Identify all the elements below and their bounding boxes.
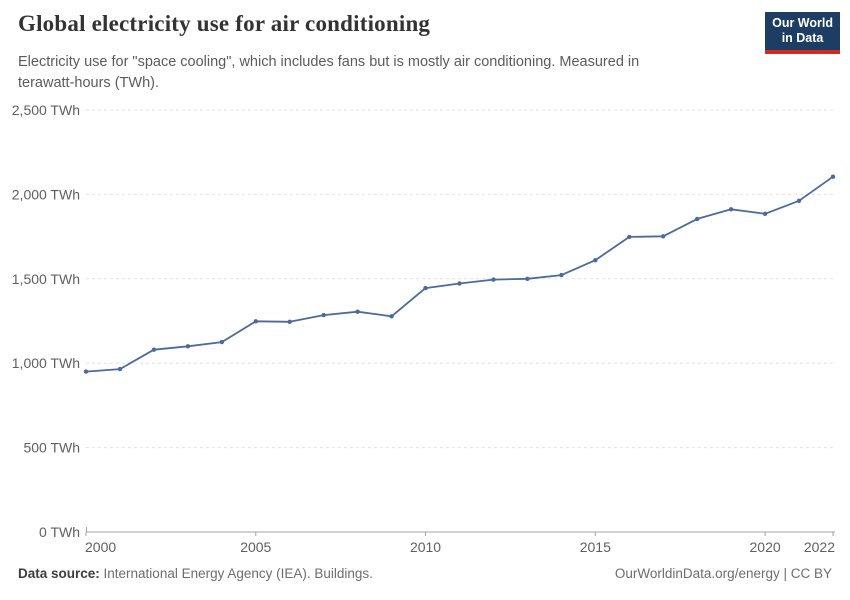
data-point[interactable] — [117, 366, 123, 372]
data-point[interactable] — [728, 207, 734, 212]
data-point[interactable] — [661, 234, 666, 239]
y-tick-label: 0 TWh — [39, 524, 80, 540]
page-title: Global electricity use for air condition… — [18, 11, 431, 36]
data-point[interactable] — [627, 234, 632, 240]
data-point[interactable] — [695, 216, 700, 222]
x-tick-label: 2015 — [580, 539, 611, 555]
data-point[interactable] — [151, 347, 157, 352]
data-source-line: Data source: International Energy Agency… — [18, 566, 373, 581]
x-tick-label: 2005 — [240, 539, 271, 555]
chart-canvas[interactable]: 0 TWh 500 TWh 1,000 TWh 1,500 TWh 2,000 TWh 2… — [0, 100, 850, 560]
data-point[interactable] — [762, 211, 768, 216]
data-point[interactable] — [389, 314, 394, 319]
subtitle-line-2: terawatt-hours (TWh). — [18, 75, 159, 91]
data-point[interactable] — [185, 344, 191, 349]
attribution-separator: | — [779, 566, 791, 581]
owid-url-link[interactable]: OurWorldinData.org/energy — [614, 566, 780, 581]
data-point[interactable] — [287, 319, 292, 324]
data-point[interactable] — [525, 276, 530, 281]
chart-subtitle: Electricity use for "space cooling", whi… — [18, 52, 718, 94]
owid-logo-line1: Our World — [772, 16, 833, 30]
x-tick-label: 2022 — [804, 539, 835, 555]
data-point[interactable] — [253, 319, 258, 324]
data-point[interactable] — [559, 272, 564, 278]
data-point[interactable] — [457, 281, 462, 286]
line-chart: 0 TWh 500 TWh 1,000 TWh 1,500 TWh 2,000 TWh 2… — [0, 100, 850, 560]
data-point[interactable] — [796, 198, 802, 203]
data-point[interactable] — [321, 312, 326, 318]
subtitle-line-1: Electricity use for "space cooling", whi… — [18, 54, 640, 70]
chart-footer: Data source: International Energy Agency… — [18, 566, 832, 581]
data-point[interactable] — [355, 309, 360, 314]
data-point[interactable] — [593, 258, 598, 263]
y-tick-label: 2,500 TWh — [12, 102, 80, 118]
y-tick-label: 1,000 TWh — [12, 355, 80, 371]
data-point[interactable] — [219, 339, 224, 345]
license-link[interactable]: CC BY — [790, 566, 832, 581]
data-point[interactable] — [83, 369, 89, 374]
data-source-text: International Energy Agency (IEA). Build… — [99, 566, 373, 581]
data-point[interactable] — [491, 277, 496, 282]
owid-logo[interactable]: Our World in Data — [765, 12, 840, 54]
attribution-line: OurWorldinData.org/energy | CC BY — [615, 566, 832, 581]
data-point[interactable] — [830, 174, 836, 179]
y-tick-label: 1,500 TWh — [12, 271, 80, 287]
x-tick-label: 2000 — [85, 539, 116, 555]
data-point[interactable] — [423, 285, 428, 291]
x-tick-label: 2020 — [750, 539, 781, 555]
owid-logo-line2: in Data — [781, 31, 824, 46]
x-tick-label: 2010 — [410, 539, 441, 555]
y-tick-label: 500 TWh — [23, 440, 80, 456]
line-series — [85, 175, 834, 373]
data-source-label: Data source: — [18, 566, 100, 581]
y-tick-label: 2,000 TWh — [12, 186, 80, 202]
